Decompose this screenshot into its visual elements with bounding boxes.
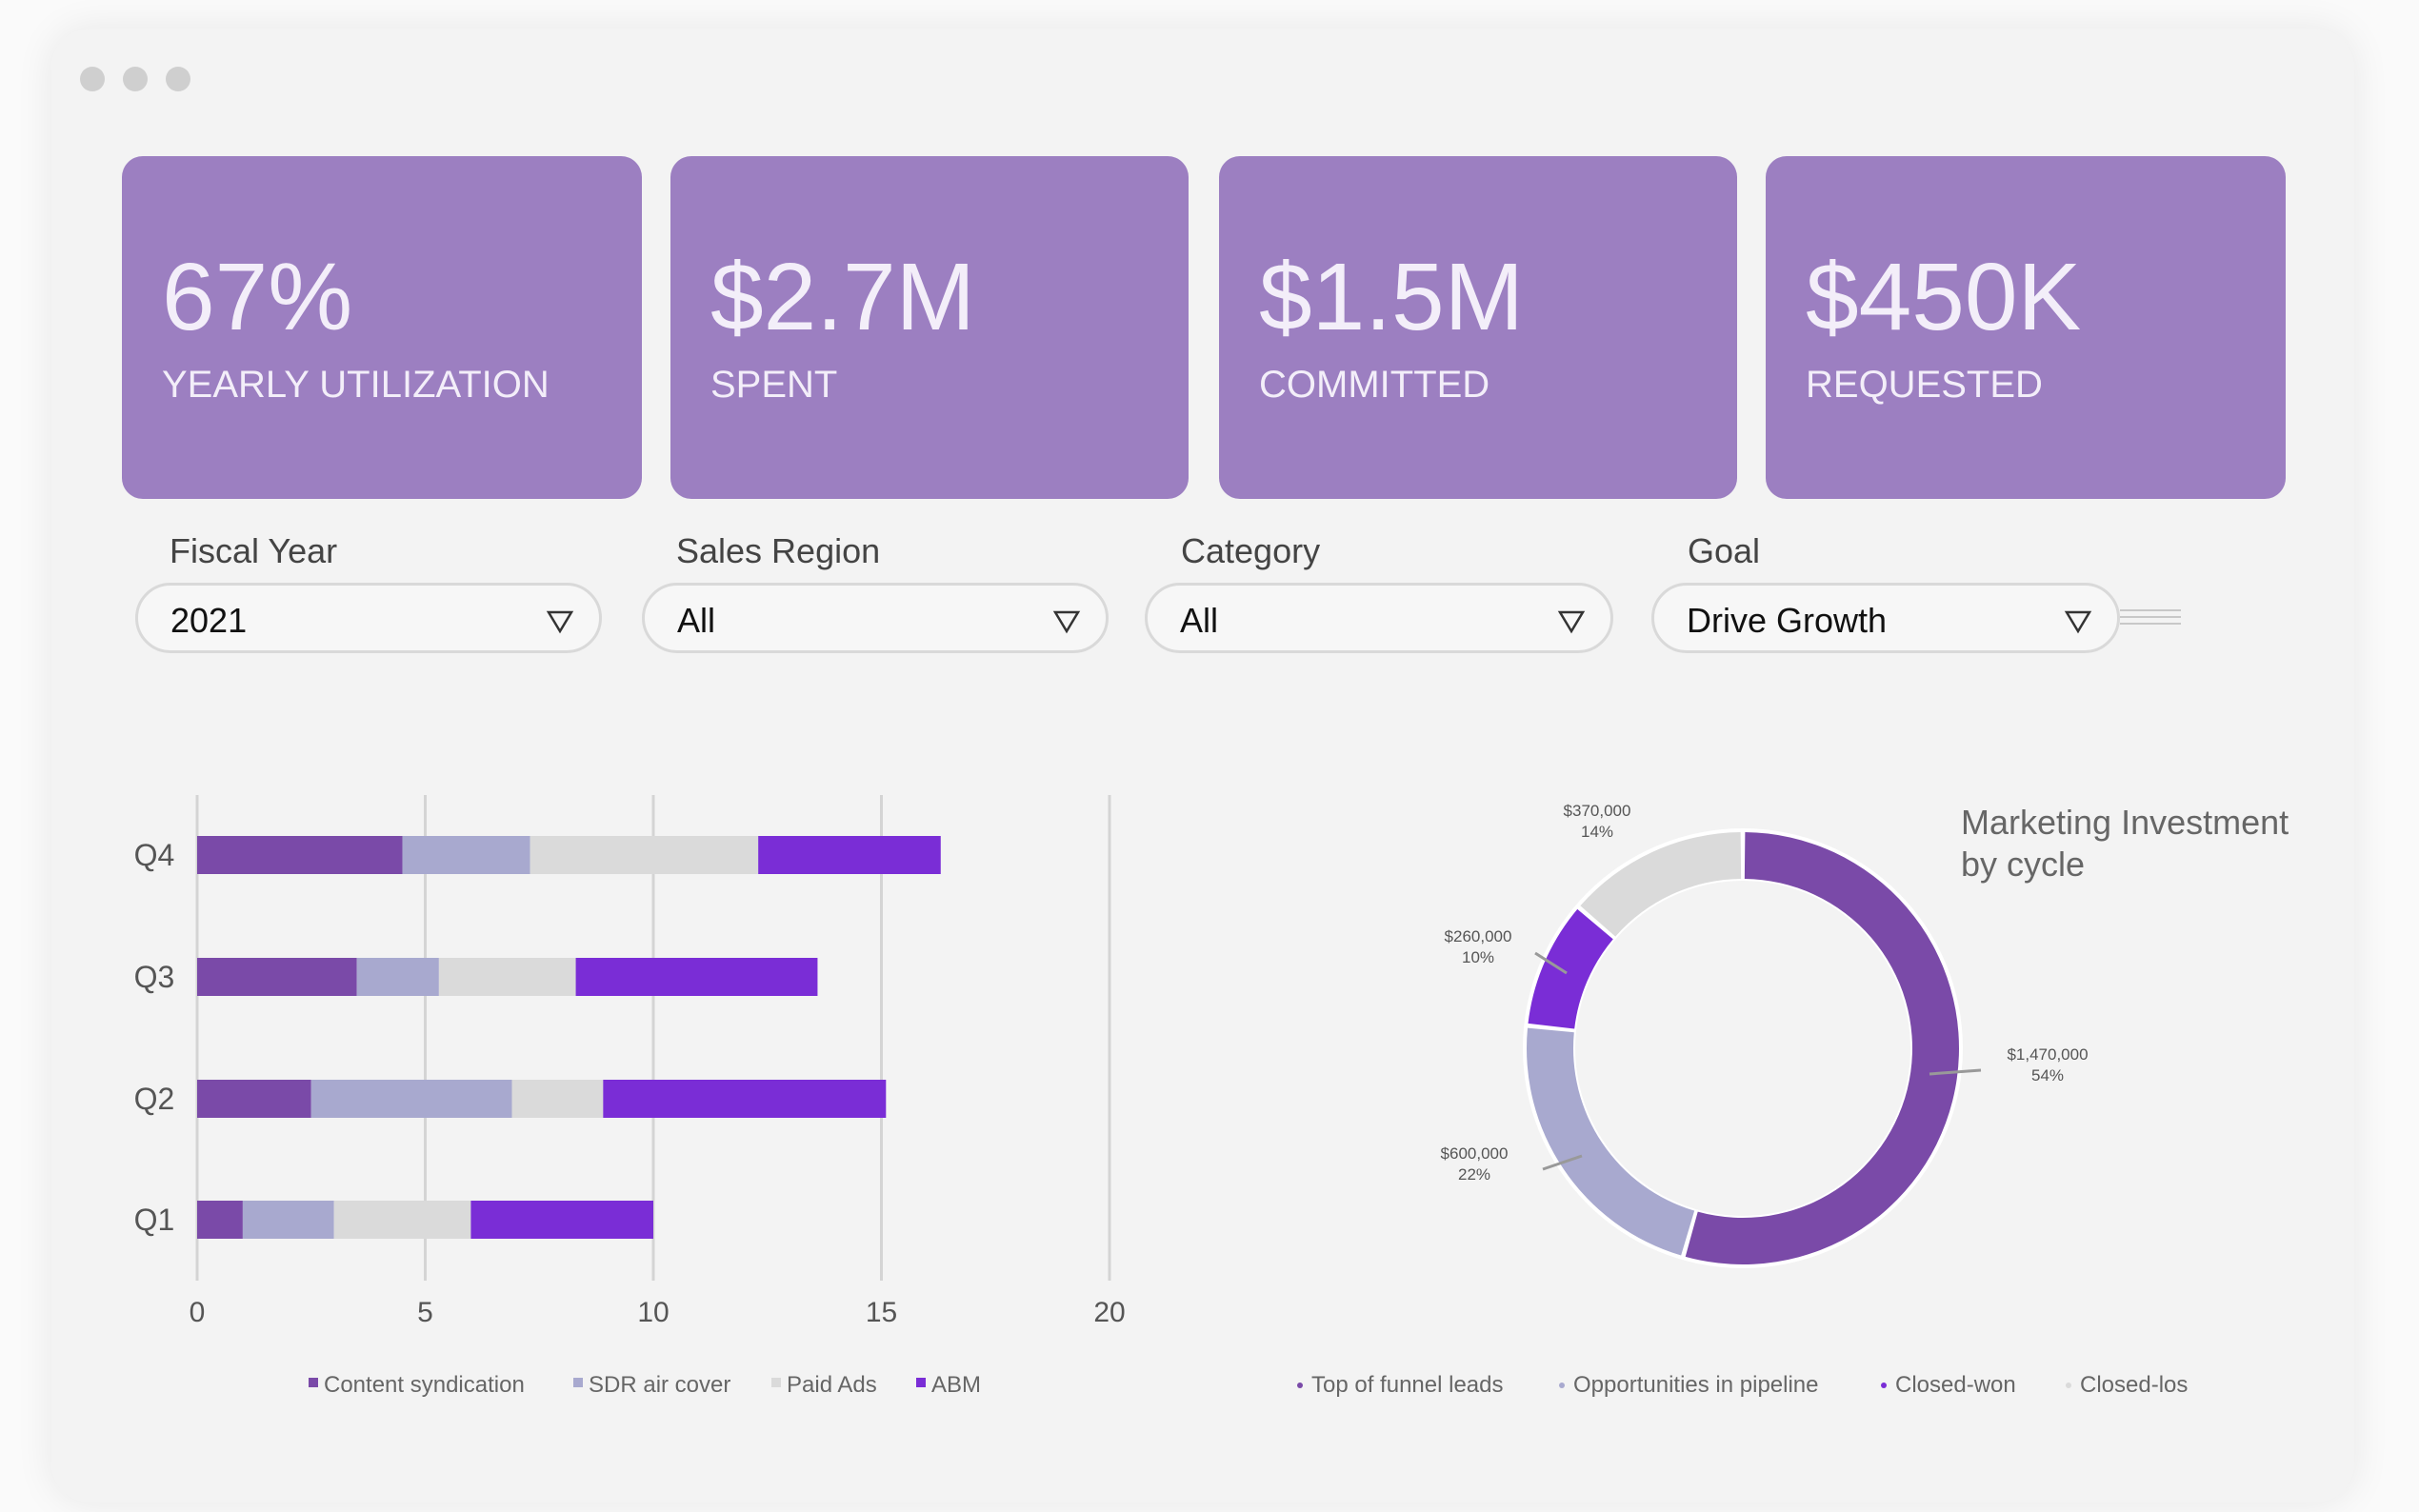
chart-title: by cycle — [1961, 845, 2085, 884]
legend-label: SDR air cover — [589, 1372, 730, 1398]
y-category-label: Q3 — [134, 960, 175, 994]
bar-segment — [242, 1201, 334, 1239]
filter-label-sales-region: Sales Region — [676, 531, 881, 570]
legend-swatch — [771, 1378, 781, 1387]
bar-segment — [310, 1080, 512, 1118]
donut-slice — [1580, 832, 1742, 937]
slice-percent-label: 22% — [1458, 1165, 1490, 1184]
x-tick-label: 5 — [417, 1297, 433, 1328]
legend-swatch — [2066, 1383, 2071, 1388]
bar-segment — [470, 1201, 653, 1239]
select-value: All — [677, 601, 716, 640]
bar-segment — [197, 836, 403, 874]
select-value: All — [1180, 601, 1219, 640]
legend-label: Closed-won — [1895, 1372, 2016, 1398]
donut-slice — [1528, 908, 1613, 1029]
bar-segment — [758, 836, 941, 874]
slice-value-label: $260,000 — [1445, 927, 1512, 945]
donut-hole — [1575, 881, 1910, 1216]
bar-segment — [197, 958, 357, 996]
chart-title: Marketing Investment — [1961, 803, 2289, 842]
kpi-value: $2.7M — [710, 244, 975, 350]
donut-slice — [1685, 832, 1960, 1264]
y-category-label: Q2 — [134, 1082, 175, 1116]
triangle-down-icon — [2064, 610, 2092, 634]
kpi-label: YEARLY UTILIZATION — [162, 364, 550, 406]
bar-segment — [575, 958, 818, 996]
select-value: Drive Growth — [1687, 601, 1888, 640]
bar-segment — [511, 1080, 604, 1118]
slice-value-label: $1,470,000 — [2007, 1045, 2088, 1064]
goal-select[interactable]: Drive Growth — [1651, 583, 2120, 653]
leader-line — [1534, 951, 1568, 975]
window-close-dot[interactable] — [80, 67, 105, 91]
bar-segment — [333, 1201, 471, 1239]
slice-value-label: $600,000 — [1441, 1144, 1509, 1163]
x-tick-label: 10 — [637, 1297, 669, 1328]
triangle-down-icon — [1557, 610, 1586, 634]
kpi-card-committed: $1.5M COMMITTED — [1219, 156, 1737, 499]
kpi-card-utilization: 67% YEARLY UTILIZATION — [122, 156, 642, 499]
slice-percent-label: 14% — [1581, 823, 1613, 841]
bar-segment — [197, 1080, 311, 1118]
kpi-label: REQUESTED — [1806, 364, 2043, 406]
y-category-label: Q1 — [134, 1203, 175, 1237]
fiscal-year-select[interactable]: 2021 — [135, 583, 602, 653]
legend-swatch — [1297, 1383, 1303, 1388]
slice-value-label: $370,000 — [1564, 802, 1631, 820]
filter-label-goal: Goal — [1688, 531, 1761, 570]
kpi-value: 67% — [162, 244, 353, 350]
bar-segment — [530, 836, 759, 874]
bar-segment — [197, 1201, 243, 1239]
kpi-card-requested: $450K REQUESTED — [1766, 156, 2286, 499]
bar-segment — [356, 958, 439, 996]
kpi-label: COMMITTED — [1259, 364, 1490, 406]
select-value: 2021 — [170, 601, 248, 640]
kpi-value: $450K — [1806, 244, 2082, 350]
leader-line — [1929, 1068, 1982, 1076]
legend-swatch — [916, 1378, 926, 1387]
x-tick-label: 0 — [190, 1297, 206, 1328]
kpi-label: SPENT — [710, 364, 838, 406]
donut-slice — [1526, 1027, 1695, 1256]
hamburger-menu-icon[interactable] — [2120, 609, 2181, 632]
legend-swatch — [309, 1378, 318, 1387]
triangle-down-icon — [1052, 610, 1081, 634]
legend-swatch — [573, 1378, 583, 1387]
legend-swatch — [1881, 1383, 1887, 1388]
filter-label-fiscal-year: Fiscal Year — [170, 531, 338, 570]
legend-swatch — [1559, 1383, 1565, 1388]
bar-segment — [402, 836, 530, 874]
legend-label: ABM — [931, 1372, 981, 1398]
y-category-label: Q4 — [134, 838, 175, 872]
filter-label-category: Category — [1181, 531, 1321, 570]
slice-percent-label: 54% — [2031, 1066, 2064, 1084]
triangle-down-icon — [546, 610, 574, 634]
category-select[interactable]: All — [1145, 583, 1613, 653]
x-tick-label: 15 — [866, 1297, 897, 1328]
legend-label: Closed-los — [2080, 1372, 2188, 1398]
window-maximize-dot[interactable] — [166, 67, 190, 91]
legend-label: Opportunities in pipeline — [1573, 1372, 1819, 1398]
sales-region-select[interactable]: All — [642, 583, 1109, 653]
bar-segment — [438, 958, 576, 996]
legend-label: Content syndication — [324, 1372, 525, 1398]
x-tick-label: 20 — [1093, 1297, 1125, 1328]
kpi-card-spent: $2.7M SPENT — [670, 156, 1189, 499]
kpi-value: $1.5M — [1259, 244, 1524, 350]
window-minimize-dot[interactable] — [123, 67, 148, 91]
bar-segment — [603, 1080, 887, 1118]
legend-label: Paid Ads — [787, 1372, 877, 1398]
legend-label: Top of funnel leads — [1311, 1372, 1503, 1398]
leader-line — [1542, 1154, 1583, 1171]
slice-percent-label: 10% — [1462, 948, 1494, 966]
